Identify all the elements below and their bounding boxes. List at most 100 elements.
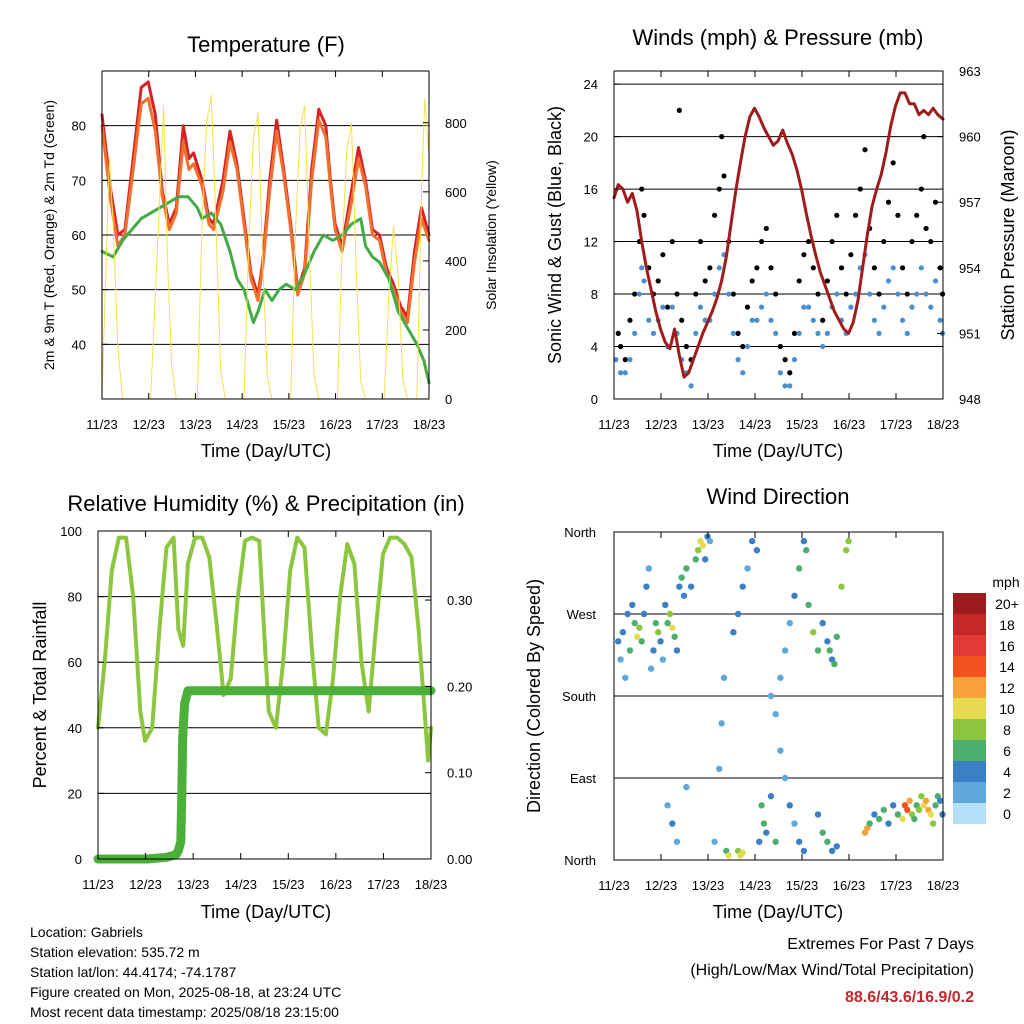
direction-point — [664, 802, 671, 809]
legend-swatch — [953, 803, 986, 824]
series-point — [899, 265, 906, 271]
series-point — [857, 186, 863, 192]
x-tick-label: 11/23 — [598, 878, 630, 893]
direction-point — [899, 815, 906, 823]
direction-point — [894, 811, 902, 818]
direction-point — [636, 624, 643, 631]
series-point — [796, 278, 802, 284]
direction-point — [678, 574, 685, 581]
direction-ylabel-left: Direction (Colored By Speed) — [524, 579, 544, 813]
y-tick-label: 80 — [72, 119, 86, 134]
y-tick-label: North — [564, 525, 596, 540]
series-point — [749, 317, 755, 323]
y-tick-label: 24 — [584, 77, 598, 92]
direction-point — [824, 838, 831, 845]
series-point — [674, 291, 680, 297]
series-point — [904, 330, 910, 336]
x-tick-label: 17/23 — [880, 417, 913, 432]
direction-point — [866, 820, 873, 827]
winds-panel: Winds (mph) & Pressure (mb) 11/23 12/23 13… — [545, 25, 1018, 461]
direction-point — [652, 619, 660, 627]
direction-point — [659, 656, 667, 663]
series-point — [702, 278, 708, 284]
direction-point — [833, 843, 840, 850]
y-tick-label: 0 — [591, 392, 598, 407]
direction-point — [936, 797, 944, 804]
series-point — [890, 160, 896, 166]
series-point — [928, 304, 934, 310]
direction-point — [918, 793, 925, 800]
series-point — [777, 370, 783, 376]
direction-point — [739, 583, 746, 590]
series-point — [646, 317, 652, 323]
direction-point — [650, 647, 657, 654]
series-point — [716, 265, 722, 271]
winds-xlabel: Time (Day/UTC) — [713, 441, 843, 461]
series-point — [848, 252, 854, 258]
legend-label: 10 — [999, 701, 1015, 717]
series-point — [815, 291, 821, 297]
temperature-ylabel-right: Solar Insolation (Yellow) — [483, 160, 499, 310]
series-point — [697, 304, 704, 310]
direction-title: Wind Direction — [706, 484, 849, 509]
x-tick-label: 14/23 — [226, 417, 259, 432]
series-point — [660, 304, 666, 310]
legend-label: 6 — [1003, 743, 1011, 759]
series-point — [744, 304, 751, 310]
series-point — [852, 291, 859, 297]
direction-point — [758, 802, 765, 809]
direction-point — [810, 629, 817, 636]
direction-point — [671, 633, 678, 640]
series-point — [683, 343, 689, 350]
direction-point — [772, 838, 779, 845]
series-point — [932, 199, 939, 205]
series-point — [693, 330, 699, 336]
series-point — [740, 343, 746, 350]
direction-point — [680, 592, 688, 599]
direction-point — [756, 838, 763, 845]
direction-point — [673, 838, 681, 845]
series-point — [754, 265, 760, 271]
series-point — [862, 147, 868, 153]
direction-point — [819, 829, 826, 836]
series-point — [824, 330, 830, 336]
series-point — [641, 212, 647, 218]
direction-xlabel: Time (Day/UTC) — [713, 902, 843, 922]
direction-point — [885, 820, 892, 827]
extremes-values: 88.6/43.6/16.9/0.2 — [845, 989, 974, 1006]
extremes-line1: Extremes For Past 7 Days — [787, 936, 974, 953]
direction-point — [932, 802, 939, 809]
humidity-ylabel-left: Percent & Total Rainfall — [30, 602, 50, 789]
series-point — [664, 304, 671, 310]
series-point — [697, 238, 704, 245]
info-created: Figure created on Mon, 2025-08-18, at 23… — [30, 984, 342, 1000]
direction-point — [786, 802, 793, 809]
direction-point — [805, 601, 812, 609]
series-point — [876, 291, 882, 297]
series-point — [895, 291, 901, 297]
direction-point — [760, 820, 768, 827]
x-tick-label: 13/23 — [692, 878, 725, 893]
series-point — [744, 343, 751, 350]
series-point — [622, 370, 628, 376]
direction-point — [725, 852, 732, 859]
direction-point — [720, 674, 728, 681]
series-point — [932, 278, 939, 284]
legend-swatch — [953, 698, 986, 719]
direction-grid — [614, 613, 943, 779]
x-tick-label: 14/23 — [739, 417, 772, 432]
direction-point — [640, 610, 648, 618]
direction-point — [683, 565, 690, 572]
direction-point — [824, 638, 831, 645]
series-point — [758, 238, 765, 245]
y2-tick-label: 951 — [959, 326, 981, 341]
series-point — [707, 265, 713, 271]
legend-swatch — [953, 740, 986, 761]
series-point — [918, 265, 924, 271]
y-tick-label: 20 — [68, 786, 82, 801]
series-point — [693, 291, 699, 297]
direction-panel: Wind Direction 11/23 12/23 13/23 14/23 15/23… — [524, 484, 1020, 922]
series-point — [636, 291, 642, 297]
x-tick-label: 15/23 — [273, 417, 306, 432]
series-point — [871, 317, 877, 323]
